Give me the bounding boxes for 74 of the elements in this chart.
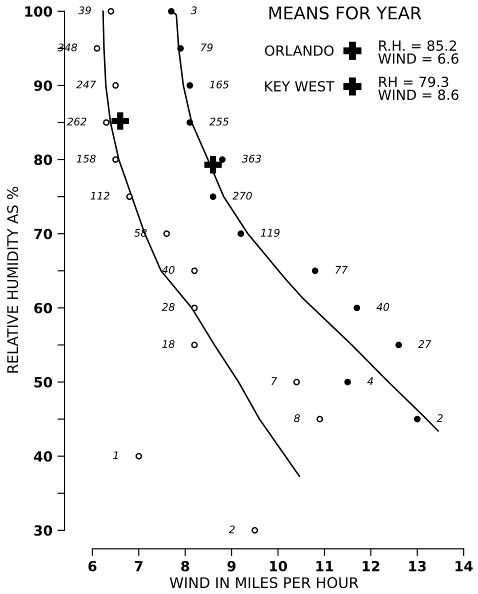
annotation: 2 xyxy=(436,414,443,422)
point xyxy=(219,156,226,163)
point xyxy=(312,268,318,274)
y-tick-label: 50 xyxy=(34,376,52,388)
point xyxy=(126,193,133,200)
x-tick-label: 10 xyxy=(270,560,288,572)
point xyxy=(112,82,119,89)
x-tick-label: 7 xyxy=(134,561,143,572)
point xyxy=(112,156,119,163)
point xyxy=(168,8,175,15)
annotation: 112 xyxy=(90,192,110,200)
annotation: 262 xyxy=(67,118,86,126)
point xyxy=(191,342,198,348)
x-tick-label: 13 xyxy=(409,560,426,572)
annotation: 3 xyxy=(190,6,197,14)
annotation: 8 xyxy=(294,414,300,422)
annotation: 2 xyxy=(228,525,235,534)
y-tick-label: 40 xyxy=(34,451,52,462)
point xyxy=(316,416,324,422)
y-tick-label: 80 xyxy=(34,154,52,166)
annotation: 270 xyxy=(232,192,252,200)
annotation: 1 xyxy=(113,451,118,460)
x-tick-label: 9 xyxy=(227,560,236,572)
annotation: 247 xyxy=(76,80,96,88)
y-tick-label: 30 xyxy=(34,525,52,536)
point xyxy=(354,304,360,312)
point xyxy=(238,230,244,238)
point xyxy=(293,378,300,386)
point xyxy=(344,378,351,386)
annotation: 363 xyxy=(242,154,261,163)
annotation: 165 xyxy=(210,80,229,88)
annotation: 77 xyxy=(336,266,348,274)
legend-title: MEANS FOR YEAR xyxy=(269,6,422,20)
point xyxy=(252,527,258,534)
x-tick-label: 11 xyxy=(316,561,334,572)
x-tick-label: 6 xyxy=(88,560,96,572)
annotation: 158 xyxy=(76,154,96,163)
y-tick-label: 60 xyxy=(34,302,52,314)
x-axis-title: WIND IN MILES PER HOUR xyxy=(170,577,358,588)
annotation: 119 xyxy=(260,228,280,237)
point xyxy=(191,304,198,312)
annotation: 39 xyxy=(78,6,91,14)
y-tick-label: 100 xyxy=(25,6,52,17)
legend-label: KEY WEST xyxy=(265,81,334,92)
point xyxy=(108,8,114,15)
annotation: 79 xyxy=(200,44,213,52)
y-tick-label: 90 xyxy=(34,80,52,91)
annotation: 7 xyxy=(271,377,278,385)
annotation: RH = 79.3 WIND = 8.6 xyxy=(378,76,458,100)
point xyxy=(177,45,184,52)
point xyxy=(163,230,170,238)
annotation: 27 xyxy=(418,340,432,348)
point xyxy=(186,119,194,126)
annotation: 40 xyxy=(162,266,175,274)
x-tick-label: 8 xyxy=(181,560,190,572)
x-tick-label: 12 xyxy=(362,560,380,572)
point xyxy=(103,119,110,126)
x-tick-label: 14 xyxy=(456,561,473,572)
annotation: R.H. = 85.2 WIND = 6.6 xyxy=(378,40,458,64)
legend-label: ORLANDO xyxy=(264,45,334,56)
point xyxy=(94,45,100,52)
point xyxy=(186,82,194,89)
annotation: 28 xyxy=(162,303,175,311)
point xyxy=(191,268,198,274)
point xyxy=(395,342,402,348)
point xyxy=(210,193,216,200)
annotation: 40 xyxy=(376,303,390,311)
point xyxy=(135,452,142,460)
y-tick-label: 70 xyxy=(34,228,52,240)
y-axis-title: RELATIVE HUMIDITY AS % xyxy=(7,186,18,373)
annotation: 18 xyxy=(162,340,175,348)
annotation: 255 xyxy=(209,118,229,126)
annotation: 4 xyxy=(367,377,373,385)
point xyxy=(414,416,421,422)
